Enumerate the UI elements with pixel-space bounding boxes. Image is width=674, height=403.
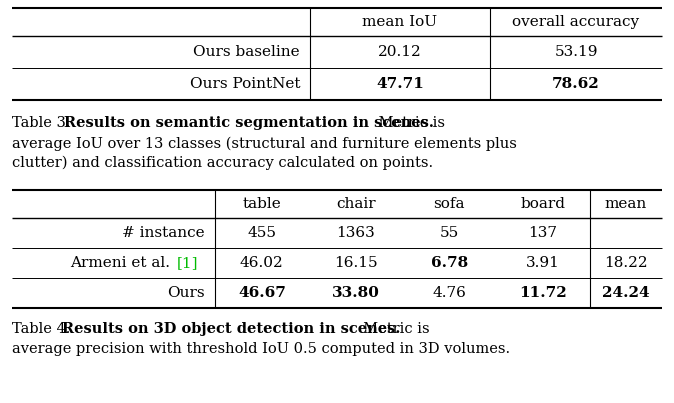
Text: 16.15: 16.15 <box>334 256 377 270</box>
Text: 78.62: 78.62 <box>552 77 600 91</box>
Text: Ours: Ours <box>167 286 205 300</box>
Text: Armeni et al.: Armeni et al. <box>70 256 175 270</box>
Text: Results on semantic segmentation in scenes.: Results on semantic segmentation in scen… <box>64 116 434 130</box>
Text: Ours baseline: Ours baseline <box>193 45 300 59</box>
Text: board: board <box>520 197 565 211</box>
Text: Ours PointNet: Ours PointNet <box>189 77 300 91</box>
Text: [1]: [1] <box>177 256 199 270</box>
Text: 46.67: 46.67 <box>238 286 286 300</box>
Text: 18.22: 18.22 <box>604 256 648 270</box>
Text: Table 4.: Table 4. <box>12 322 75 336</box>
Text: 55: 55 <box>439 226 459 240</box>
Text: 3.91: 3.91 <box>526 256 560 270</box>
Text: 11.72: 11.72 <box>519 286 567 300</box>
Text: overall accuracy: overall accuracy <box>512 15 640 29</box>
Text: Metric is: Metric is <box>374 116 445 130</box>
Text: mean: mean <box>605 197 647 211</box>
Text: 53.19: 53.19 <box>554 45 598 59</box>
Text: table: table <box>243 197 281 211</box>
Text: Metric is: Metric is <box>354 322 429 336</box>
Text: 4.76: 4.76 <box>433 286 466 300</box>
Text: sofa: sofa <box>433 197 465 211</box>
Text: 6.78: 6.78 <box>431 256 468 270</box>
Text: clutter) and classification accuracy calculated on points.: clutter) and classification accuracy cal… <box>12 156 433 170</box>
Text: 46.02: 46.02 <box>240 256 284 270</box>
Text: 24.24: 24.24 <box>602 286 650 300</box>
Text: chair: chair <box>336 197 375 211</box>
Text: 137: 137 <box>528 226 557 240</box>
Text: Table 3.: Table 3. <box>12 116 75 130</box>
Text: average IoU over 13 classes (structural and furniture elements plus: average IoU over 13 classes (structural … <box>12 137 517 152</box>
Text: 20.12: 20.12 <box>378 45 422 59</box>
Text: # instance: # instance <box>123 226 205 240</box>
Text: 47.71: 47.71 <box>376 77 424 91</box>
Text: average precision with threshold IoU 0.5 computed in 3D volumes.: average precision with threshold IoU 0.5… <box>12 342 510 356</box>
Text: Results on 3D object detection in scenes.: Results on 3D object detection in scenes… <box>62 322 400 336</box>
Text: 1363: 1363 <box>336 226 375 240</box>
Text: mean IoU: mean IoU <box>363 15 437 29</box>
Text: 33.80: 33.80 <box>332 286 379 300</box>
Text: 455: 455 <box>247 226 276 240</box>
